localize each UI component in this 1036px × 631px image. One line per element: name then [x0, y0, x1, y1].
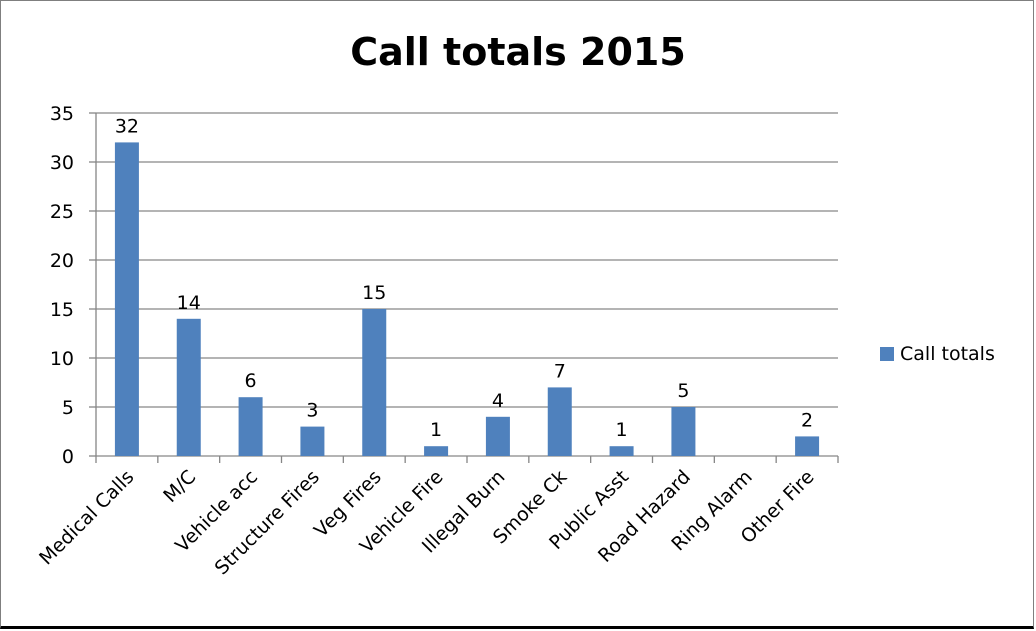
- chart-title: Call totals 2015: [350, 30, 686, 74]
- bar: [485, 416, 510, 456]
- bar: [671, 407, 696, 456]
- data-label: 5: [677, 380, 689, 402]
- data-label: 7: [554, 360, 566, 382]
- data-label: 2: [801, 409, 813, 431]
- bar: [114, 142, 139, 456]
- bar: [238, 397, 263, 456]
- legend-swatch: [880, 347, 894, 361]
- category-label: M/C: [159, 466, 200, 507]
- y-tick-label: 25: [50, 201, 74, 223]
- y-tick-label: 35: [50, 103, 74, 125]
- legend-label: Call totals: [900, 343, 995, 365]
- category-label: Medical Calls: [35, 466, 138, 569]
- bar: [609, 446, 634, 456]
- bar: [795, 436, 820, 456]
- bar: [300, 426, 325, 456]
- y-tick-label: 30: [50, 152, 74, 174]
- y-tick-label: 15: [50, 299, 74, 321]
- data-label: 32: [115, 115, 139, 137]
- data-label: 14: [177, 292, 201, 314]
- y-tick-label: 20: [50, 250, 74, 272]
- data-label: 3: [306, 400, 318, 422]
- data-label: 1: [616, 419, 628, 441]
- y-tick-label: 5: [62, 397, 74, 419]
- y-tick-label: 0: [62, 446, 74, 468]
- data-label: 1: [430, 419, 442, 441]
- bar: [362, 309, 387, 456]
- bar: [547, 387, 572, 456]
- data-label: 4: [492, 390, 504, 412]
- bar: [424, 446, 449, 456]
- y-tick-label: 10: [50, 348, 74, 370]
- legend: Call totals: [880, 343, 995, 365]
- data-label: 15: [362, 282, 386, 304]
- bar: [176, 318, 201, 456]
- data-label: 6: [245, 370, 257, 392]
- category-label: Structure Fires: [211, 466, 324, 579]
